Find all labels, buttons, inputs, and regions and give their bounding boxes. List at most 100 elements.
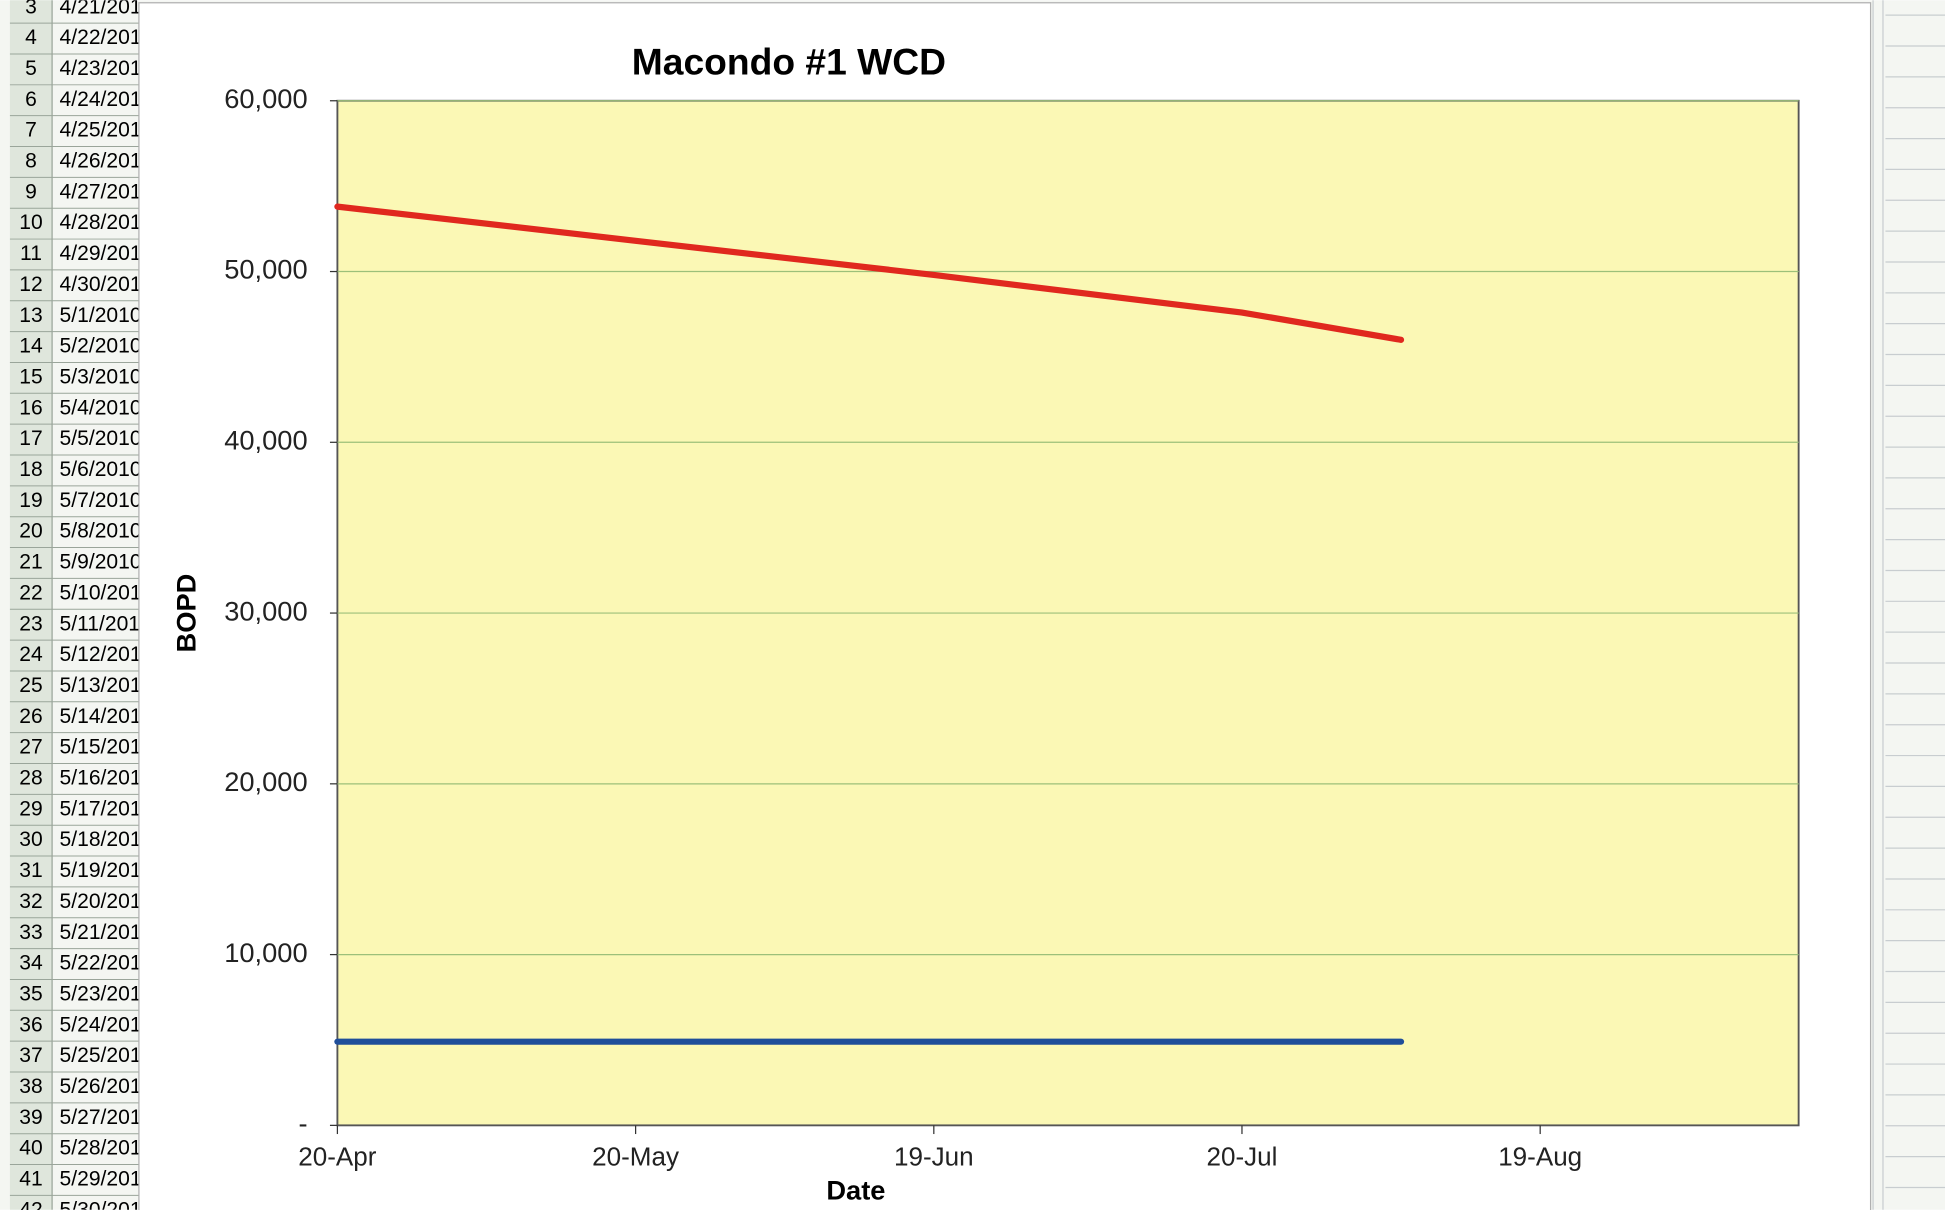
y-tick-label: 20,000 xyxy=(224,766,307,797)
y-tick-label: 30,000 xyxy=(224,595,307,626)
date-cell: 4/26/2010 xyxy=(60,150,154,173)
row-number: 18 xyxy=(19,458,42,481)
row-number: 41 xyxy=(19,1168,42,1191)
spreadsheet: 4/21/2010 4/22/2010 4/23/2010 4/24/2010 4/25… xyxy=(9,0,154,1210)
y-tick-label: - xyxy=(299,1108,308,1139)
row-header-column xyxy=(9,0,53,1210)
row-number: 5 xyxy=(25,57,37,80)
date-cell: 5/23/2010 xyxy=(60,982,154,1005)
x-tick-label: 20-Jul xyxy=(1207,1142,1278,1172)
date-cell: 5/21/2010 xyxy=(60,921,154,944)
x-tick-label: 19-Jun xyxy=(894,1142,974,1172)
y-axis-label: BOPD xyxy=(171,574,202,653)
date-cell: 5/30/2010 xyxy=(60,1198,154,1210)
date-cell: 5/26/2010 xyxy=(60,1075,154,1098)
row-number: 9 xyxy=(25,180,37,203)
date-cell: 4/25/2010 xyxy=(60,119,154,142)
row-number: 36 xyxy=(19,1013,42,1036)
date-cell: 4/29/2010 xyxy=(60,242,154,265)
row-number: 10 xyxy=(19,211,42,234)
row-number: 20 xyxy=(19,520,42,543)
x-axis-label: Date xyxy=(826,1175,885,1206)
date-cell: 5/6/2010 xyxy=(60,458,142,481)
row-number: 21 xyxy=(19,551,42,574)
date-cell: 4/27/2010 xyxy=(60,180,154,203)
row-number: 6 xyxy=(25,88,37,111)
date-cell: 5/29/2010 xyxy=(60,1168,154,1191)
row-number: 27 xyxy=(19,736,42,759)
row-number: 23 xyxy=(19,612,42,635)
row-number: 29 xyxy=(19,797,42,820)
row-number: 25 xyxy=(19,674,42,697)
date-cell: 5/7/2010 xyxy=(60,489,142,512)
row-number: 34 xyxy=(19,952,43,975)
chart-title: Macondo #1 WCD xyxy=(632,41,946,83)
row-number: 33 xyxy=(19,921,42,944)
date-cell: 4/22/2010 xyxy=(60,26,154,49)
row-number: 22 xyxy=(19,581,42,604)
row-number: 8 xyxy=(25,150,37,173)
date-cell: 5/24/2010 xyxy=(60,1013,154,1036)
row-number: 14 xyxy=(19,335,43,358)
row-number: 35 xyxy=(19,982,42,1005)
row-number: 19 xyxy=(19,489,42,512)
date-cell: 5/15/2010 xyxy=(60,736,154,759)
date-cell: 5/16/2010 xyxy=(60,767,154,790)
row-number: 42 xyxy=(19,1198,42,1210)
row-number: 37 xyxy=(19,1044,42,1067)
date-cell: 5/12/2010 xyxy=(60,643,154,666)
date-cell: 5/27/2010 xyxy=(60,1106,154,1129)
row-number: 28 xyxy=(19,767,42,790)
x-tick-label: 20-May xyxy=(592,1142,679,1172)
date-cell: 5/22/2010 xyxy=(60,952,154,975)
x-tick-label: 20-Apr xyxy=(298,1142,376,1172)
right-columns xyxy=(1872,0,1884,1210)
row-number: 39 xyxy=(19,1106,42,1129)
date-cell: 5/14/2010 xyxy=(60,705,154,728)
date-cell: 5/5/2010 xyxy=(60,427,142,450)
row-number: 26 xyxy=(19,705,42,728)
y-tick-label: 10,000 xyxy=(224,937,307,968)
series-line xyxy=(334,203,1405,343)
row-number: 7 xyxy=(25,119,37,142)
row-number: 40 xyxy=(19,1137,42,1160)
y-tick-label: 50,000 xyxy=(224,254,307,285)
date-cell: 4/28/2010 xyxy=(60,211,154,234)
date-cell: 5/10/2010 xyxy=(60,581,154,604)
date-column: 4/21/2010 4/22/2010 4/23/2010 4/24/2010 4/25… xyxy=(60,0,154,1210)
row-number: 31 xyxy=(19,859,42,882)
date-cell: 4/23/2010 xyxy=(60,57,154,80)
y-tick-label: 60,000 xyxy=(224,83,307,114)
row-number: 16 xyxy=(19,396,42,419)
date-cell: 5/25/2010 xyxy=(60,1044,154,1067)
date-cell: 4/21/2010 xyxy=(60,0,154,18)
date-cell: 5/18/2010 xyxy=(60,828,154,851)
date-cell: 5/13/2010 xyxy=(60,674,154,697)
chart: - 10,000 20,000 30,000 40,000 50,000 60,000 20-… xyxy=(224,83,1799,1172)
date-cell: 5/8/2010 xyxy=(60,520,142,543)
date-cell: 5/2/2010 xyxy=(60,335,142,358)
row-number: 15 xyxy=(19,365,42,388)
row-number: 24 xyxy=(19,643,43,666)
row-number: 11 xyxy=(20,242,42,265)
row-number: 30 xyxy=(19,828,42,851)
row-number: 12 xyxy=(19,273,42,296)
row-number: 4 xyxy=(25,26,37,49)
date-cell: 4/30/2010 xyxy=(60,273,154,296)
date-cell: 5/17/2010 xyxy=(60,797,154,820)
date-cell: 5/28/2010 xyxy=(60,1137,154,1160)
row-number: 32 xyxy=(19,890,42,913)
y-tick-label: 40,000 xyxy=(224,424,307,455)
date-cell: 5/11/2010 xyxy=(60,612,152,635)
row-number: 17 xyxy=(19,427,42,450)
date-cell: 5/4/2010 xyxy=(60,396,142,419)
date-cell: 5/19/2010 xyxy=(60,859,154,882)
row-number: 38 xyxy=(19,1075,42,1098)
right-grid xyxy=(1885,14,1945,1189)
date-cell: 5/3/2010 xyxy=(60,365,142,388)
date-cell: 5/20/2010 xyxy=(60,890,154,913)
row-number: 3 xyxy=(25,0,37,18)
date-cell: 5/9/2010 xyxy=(60,551,142,574)
date-cell: 5/1/2010 xyxy=(60,304,142,327)
